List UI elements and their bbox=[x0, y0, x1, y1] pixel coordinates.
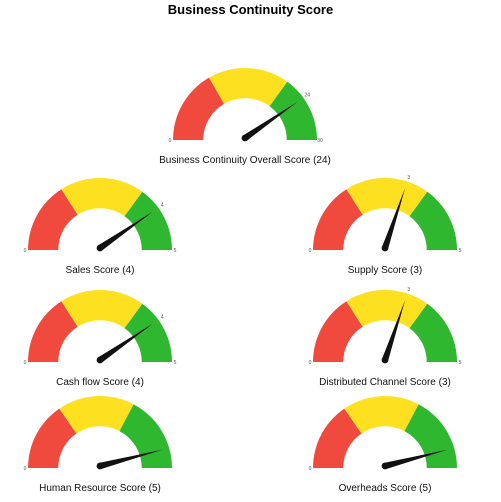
gauge-label: Business Continuity Overall Score (24) bbox=[159, 155, 331, 166]
gauge-needle bbox=[384, 449, 448, 470]
gauge-band-green bbox=[409, 303, 457, 362]
gauge-label: Supply Score (3) bbox=[348, 265, 422, 276]
gauge-min-label: 0 bbox=[309, 360, 312, 366]
gauge-band-yellow bbox=[61, 178, 143, 217]
gauge-band-green bbox=[124, 303, 172, 362]
gauge-band-green bbox=[404, 404, 457, 468]
gauge-needle bbox=[99, 449, 163, 470]
gauge-max-label: 5 bbox=[459, 248, 462, 254]
gauge-min-label: 0 bbox=[169, 138, 172, 144]
gauge-7: 0 Overheads Score (5) bbox=[309, 395, 457, 494]
gauge-band-red bbox=[28, 189, 78, 250]
gauge-band-yellow bbox=[61, 290, 143, 329]
gauge-min-label: 0 bbox=[24, 360, 27, 366]
gauge-needle bbox=[381, 300, 406, 361]
gauge-needle-hub bbox=[96, 244, 104, 252]
gauge-2: 0 5 4 Sales Score (4) bbox=[24, 178, 177, 276]
page-title: Business Continuity Score bbox=[167, 2, 334, 17]
gauge-min-label: 0 bbox=[24, 248, 27, 254]
gauge-max-label: 30 bbox=[317, 138, 323, 144]
gauge-6: 0 Human Resource Score (5) bbox=[24, 395, 172, 494]
gauge-needle-hub bbox=[381, 356, 389, 364]
gauge-band-red bbox=[313, 189, 363, 250]
gauge-value-tick: 3 bbox=[407, 175, 410, 181]
gauge-band-yellow bbox=[59, 395, 134, 434]
gauge-1: 0 30 24 Business Continuity Overall Score (… bbox=[159, 68, 331, 166]
gauge-min-label: 0 bbox=[309, 466, 312, 472]
gauge-label: Overheads Score (5) bbox=[339, 483, 432, 494]
gauge-band-green bbox=[269, 81, 317, 140]
gauge-value-tick: 4 bbox=[161, 203, 164, 209]
gauge-band-green bbox=[124, 191, 172, 250]
gauge-value-tick: 24 bbox=[305, 93, 311, 99]
gauge-value-tick: 3 bbox=[407, 287, 410, 293]
gauge-needle-hub bbox=[96, 356, 104, 364]
gauge-band-yellow bbox=[209, 68, 288, 107]
gauge-label: Distributed Channel Score (3) bbox=[319, 377, 451, 388]
gauge-4: 0 5 4 Cash flow Score (4) bbox=[24, 290, 177, 388]
gauge-band-red bbox=[313, 408, 362, 468]
gauge-band-yellow bbox=[344, 395, 419, 434]
gauge-needle-hub bbox=[381, 462, 389, 470]
gauge-needle bbox=[381, 188, 406, 249]
gauge-3: 0 5 3 Supply Score (3) bbox=[309, 175, 462, 276]
gauge-value-tick: 4 bbox=[161, 315, 164, 321]
gauge-band-green bbox=[409, 191, 457, 250]
gauge-needle bbox=[98, 323, 153, 363]
gauge-max-label: 5 bbox=[174, 248, 177, 254]
gauge-band-red bbox=[28, 301, 78, 362]
gauge-needle-hub bbox=[96, 462, 104, 470]
gauge-label: Human Resource Score (5) bbox=[39, 483, 161, 494]
gauge-max-label: 5 bbox=[459, 360, 462, 366]
gauge-max-label: 5 bbox=[174, 360, 177, 366]
gauge-band-yellow bbox=[346, 178, 428, 217]
gauge-min-label: 0 bbox=[24, 466, 27, 472]
gauge-label: Cash flow Score (4) bbox=[56, 377, 144, 388]
gauge-needle bbox=[243, 101, 298, 141]
gauge-needle-hub bbox=[241, 134, 249, 142]
gauge-min-label: 0 bbox=[309, 248, 312, 254]
gauge-label: Sales Score (4) bbox=[66, 265, 135, 276]
gauge-band-red bbox=[28, 408, 77, 468]
gauge-5: 0 5 3 Distributed Channel Score (3) bbox=[309, 287, 462, 388]
gauge-band-green bbox=[119, 404, 172, 468]
gauge-band-red bbox=[173, 77, 225, 140]
gauge-band-yellow bbox=[346, 290, 428, 329]
gauge-needle-hub bbox=[381, 244, 389, 252]
gauge-needle bbox=[98, 211, 153, 251]
gauge-band-red bbox=[313, 301, 363, 362]
